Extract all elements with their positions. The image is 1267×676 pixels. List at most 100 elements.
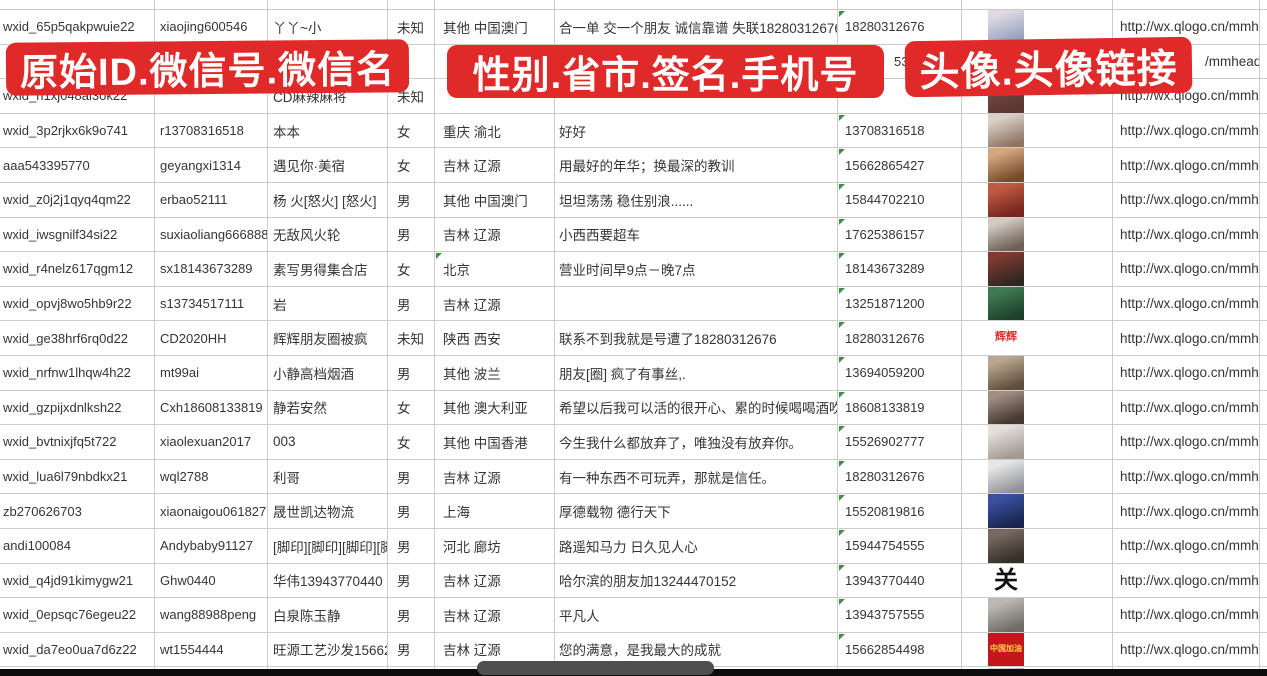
cell-avatar-url[interactable]: http://wx.qlogo.cn/mmhead bbox=[1113, 10, 1260, 44]
cell-phone[interactable]: 15844702210 bbox=[838, 182, 962, 217]
cell-signature[interactable]: 合一单 交一个朋友 诚信靠谱 失联18280312676 bbox=[555, 10, 838, 44]
cell-region[interactable]: 其他 澳大利亚 bbox=[435, 390, 555, 425]
cell-avatar-url[interactable]: http://wx.qlogo.cn/mmhead bbox=[1113, 321, 1260, 355]
cell-phone[interactable]: 15944754555 bbox=[838, 528, 962, 563]
cell-gender[interactable]: 女 bbox=[388, 148, 435, 182]
cell-original-id[interactable]: wxid_r4nelz617qgm12 bbox=[0, 252, 155, 286]
cell-signature[interactable]: 用最好的年华；换最深的教训 bbox=[555, 148, 838, 182]
cell-edge[interactable] bbox=[1260, 633, 1267, 667]
cell-region[interactable]: 重庆 渝北 bbox=[435, 113, 555, 148]
cell-wechat-id[interactable]: r13708316518 bbox=[155, 113, 268, 148]
cell-avatar-url[interactable]: http://wx.qlogo.cn/mmhead bbox=[1113, 598, 1260, 632]
cell-edge[interactable] bbox=[1260, 321, 1267, 355]
cell-avatar-url[interactable]: http://wx.qlogo.cn/mmhead bbox=[1113, 217, 1260, 252]
cell-phone[interactable]: 13943757555 bbox=[838, 598, 962, 632]
cell-phone[interactable]: 15662865427 bbox=[838, 148, 962, 182]
cell-edge[interactable] bbox=[1260, 218, 1267, 252]
cell-signature[interactable] bbox=[555, 0, 838, 9]
cell-avatar[interactable] bbox=[962, 528, 1113, 563]
cell-region[interactable]: 其他 中国澳门 bbox=[435, 182, 555, 217]
cell-edge[interactable] bbox=[1260, 598, 1267, 632]
cell-wechat-id[interactable]: xiaonaigou061827 bbox=[155, 494, 268, 528]
cell-wechat-name[interactable]: 本本 bbox=[268, 113, 388, 148]
cell-phone[interactable]: 15526902777 bbox=[838, 425, 962, 459]
cell-avatar-url[interactable]: http://wx.qlogo.cn/mmhead bbox=[1113, 494, 1260, 528]
cell-avatar[interactable] bbox=[962, 355, 1113, 390]
cell-avatar-url[interactable]: http://wx.qlogo.cn/mmhead bbox=[1113, 528, 1260, 563]
cell-region[interactable]: 吉林 辽源 bbox=[435, 598, 555, 632]
cell-wechat-name[interactable]: 白泉陈玉静 bbox=[268, 598, 388, 632]
cell-edge[interactable] bbox=[1260, 564, 1267, 598]
cell-gender[interactable]: 未知 bbox=[388, 321, 435, 355]
cell-avatar-url[interactable]: http://wx.qlogo.cn/mmhead bbox=[1113, 182, 1260, 217]
cell-wechat-id[interactable]: xiaojing600546 bbox=[155, 10, 268, 44]
cell-wechat-name[interactable]: 利哥 bbox=[268, 459, 388, 494]
cell-wechat-id[interactable]: wt1554444 bbox=[155, 632, 268, 667]
cell-wechat-id[interactable] bbox=[155, 79, 268, 113]
cell-region[interactable]: 上海 bbox=[435, 494, 555, 528]
cell-wechat-name[interactable]: 晟世凯达物流 bbox=[268, 494, 388, 528]
cell-wechat-name[interactable]: [脚印][脚印][脚印][脚印] bbox=[268, 528, 388, 563]
cell-original-id[interactable]: wxid_iwsgnilf34si22 bbox=[0, 217, 155, 252]
cell-region[interactable]: 其他 中国澳门 bbox=[435, 10, 555, 44]
cell-region[interactable]: 吉林 辽源 bbox=[435, 217, 555, 252]
cell-wechat-id[interactable]: s13734517111 bbox=[155, 286, 268, 321]
cell-avatar[interactable] bbox=[962, 459, 1113, 494]
cell-wechat-id[interactable]: Ghw0440 bbox=[155, 563, 268, 598]
cell-original-id[interactable]: wxid_gzpijxdnlksh22 bbox=[0, 390, 155, 425]
cell-avatar-url[interactable]: http://wx.qlogo.cn/mmhead bbox=[1113, 425, 1260, 459]
cell-region[interactable]: 吉林 辽源 bbox=[435, 563, 555, 598]
cell-wechat-id[interactable]: wang88988peng bbox=[155, 598, 268, 632]
cell-edge[interactable] bbox=[1260, 148, 1267, 182]
cell-wechat-name[interactable]: 旺源工艺沙发15662854 bbox=[268, 632, 388, 667]
cell-gender[interactable]: 女 bbox=[388, 390, 435, 425]
cell-gender[interactable]: 女 bbox=[388, 425, 435, 459]
cell-avatar[interactable] bbox=[962, 425, 1113, 459]
cell-signature[interactable]: 您的满意，是我最大的成就 bbox=[555, 632, 838, 667]
cell-region[interactable]: 吉林 辽源 bbox=[435, 459, 555, 494]
cell-wechat-name[interactable]: 岩 bbox=[268, 286, 388, 321]
cell-gender[interactable]: 未知 bbox=[388, 79, 435, 113]
cell-wechat-name[interactable]: 无敌风火轮 bbox=[268, 217, 388, 252]
cell-edge[interactable] bbox=[1260, 252, 1267, 286]
cell-avatar[interactable] bbox=[962, 0, 1113, 9]
cell-original-id[interactable]: wxid_q4jd91kimygw21 bbox=[0, 563, 155, 598]
cell-edge[interactable] bbox=[1260, 460, 1267, 494]
cell-phone[interactable]: 15662854498 bbox=[838, 632, 962, 667]
cell-wechat-id[interactable]: xiaolexuan2017 bbox=[155, 425, 268, 459]
cell-avatar[interactable] bbox=[962, 217, 1113, 252]
cell-avatar[interactable] bbox=[962, 252, 1113, 286]
cell-avatar-url[interactable] bbox=[1113, 0, 1260, 9]
horizontal-scrollbar-thumb[interactable] bbox=[477, 661, 714, 675]
cell-wechat-name[interactable]: 辉辉朋友圈被疯 bbox=[268, 321, 388, 355]
cell-avatar[interactable] bbox=[962, 390, 1113, 425]
cell-avatar-url[interactable]: http://wx.qlogo.cn/mmhead bbox=[1113, 252, 1260, 286]
cell-region[interactable]: 其他 中国香港 bbox=[435, 425, 555, 459]
cell-phone[interactable]: 18280312676 bbox=[838, 459, 962, 494]
cell-wechat-id[interactable]: sx18143673289 bbox=[155, 252, 268, 286]
cell-wechat-id[interactable] bbox=[155, 0, 268, 9]
cell-avatar-url[interactable]: /mmhead bbox=[1113, 44, 1260, 79]
cell-signature[interactable]: 朋友[圈] 疯了有事丝,. bbox=[555, 355, 838, 390]
cell-phone[interactable]: 15520819816 bbox=[838, 494, 962, 528]
cell-edge[interactable] bbox=[1260, 425, 1267, 459]
cell-avatar-url[interactable]: http://wx.qlogo.cn/mmhead bbox=[1113, 355, 1260, 390]
cell-signature[interactable]: 哈尔滨的朋友加13244470152 bbox=[555, 563, 838, 598]
cell-wechat-id[interactable]: suxiaoliang666888 bbox=[155, 217, 268, 252]
cell-phone[interactable]: 13943770440 bbox=[838, 563, 962, 598]
cell-wechat-id[interactable]: Cxh18608133819 bbox=[155, 390, 268, 425]
cell-gender[interactable]: 男 bbox=[388, 494, 435, 528]
cell-edge[interactable] bbox=[1260, 0, 1267, 9]
cell-signature[interactable]: 希望以后我可以活的很开心、累的时候喝喝酒吹吹[ bbox=[555, 390, 838, 425]
cell-phone[interactable]: 18280312676 bbox=[838, 321, 962, 355]
cell-avatar[interactable] bbox=[962, 286, 1113, 321]
cell-signature[interactable]: 路遥知马力 日久见人心 bbox=[555, 528, 838, 563]
cell-gender[interactable]: 男 bbox=[388, 355, 435, 390]
cell-original-id[interactable]: aaa543395770 bbox=[0, 148, 155, 182]
cell-original-id[interactable]: wxid_z0j2j1qyq4qm22 bbox=[0, 182, 155, 217]
cell-edge[interactable] bbox=[1260, 356, 1267, 390]
cell-gender[interactable]: 女 bbox=[388, 252, 435, 286]
cell-region[interactable]: 吉林 辽源 bbox=[435, 286, 555, 321]
cell-avatar[interactable] bbox=[962, 598, 1113, 632]
cell-phone[interactable]: 18143673289 bbox=[838, 252, 962, 286]
